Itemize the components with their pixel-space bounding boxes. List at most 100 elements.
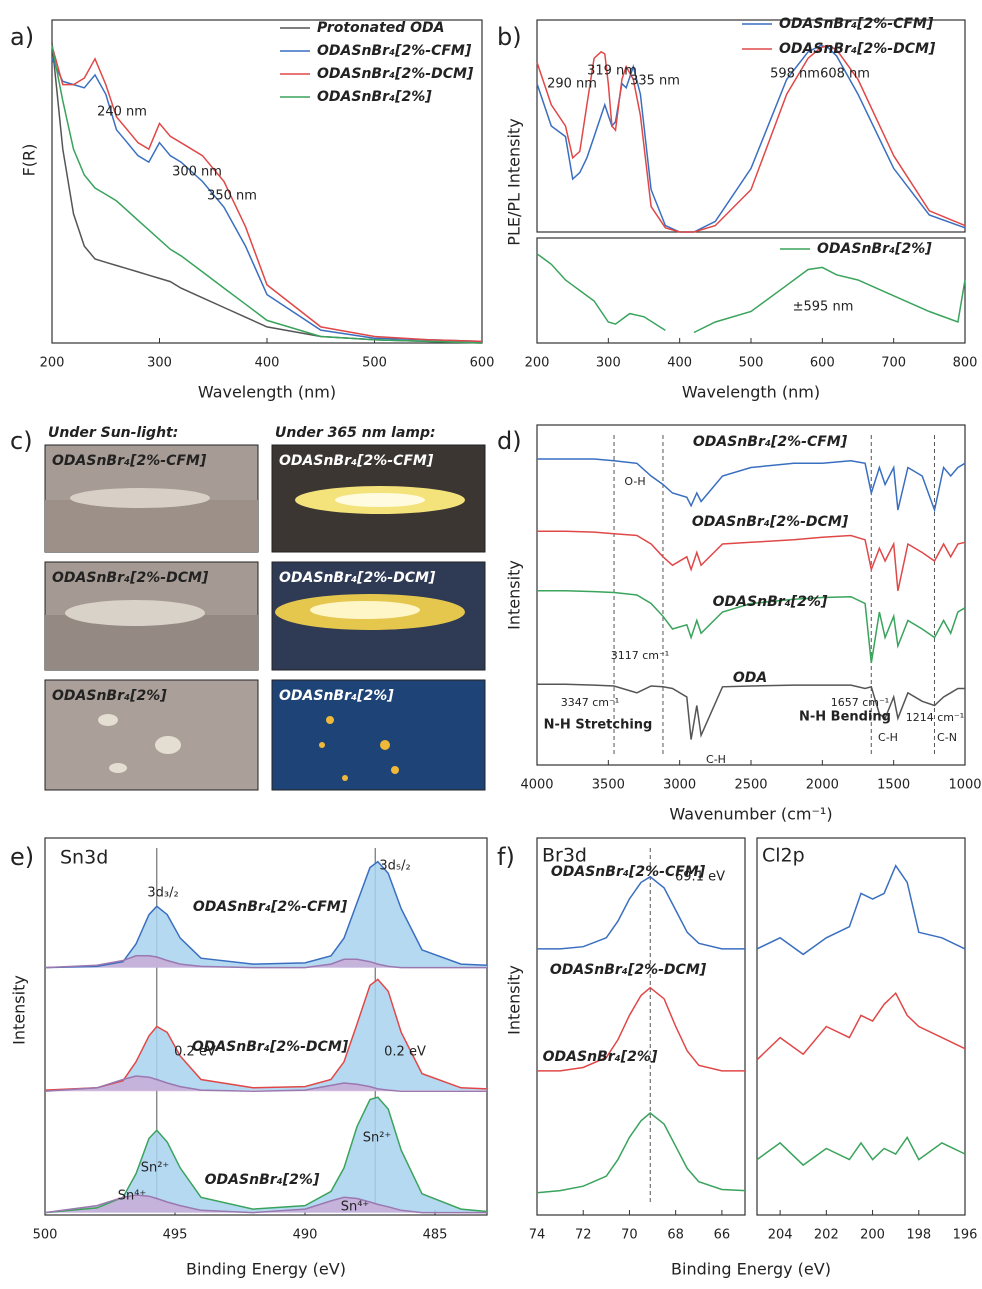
x-tick-label: 66 bbox=[714, 1228, 731, 1243]
x-tick-label: 500 bbox=[33, 1228, 58, 1243]
photo-header: Under Sun-light: bbox=[48, 425, 178, 441]
plot-frame bbox=[536, 837, 746, 1216]
annotation: O-H bbox=[624, 475, 645, 488]
x-tick-label: 600 bbox=[470, 356, 495, 371]
crystal bbox=[109, 763, 127, 773]
x-tick-label: 495 bbox=[163, 1228, 188, 1243]
photo-label: ODASnBr₄[2%-CFM] bbox=[52, 453, 207, 469]
x-tick-label: 490 bbox=[293, 1228, 318, 1243]
fit-area bbox=[45, 1097, 487, 1213]
plot-frame bbox=[536, 19, 966, 233]
x-tick-label: 300 bbox=[147, 356, 172, 371]
photo-label: ODASnBr₄[2%-CFM] bbox=[279, 453, 434, 469]
legend-label: ODASnBr₄[2%-CFM] bbox=[317, 43, 472, 59]
crystal bbox=[98, 714, 118, 726]
annotation: C-H bbox=[878, 731, 898, 744]
x-axis-label: Binding Energy (eV) bbox=[671, 1260, 831, 1279]
x-tick-label: 400 bbox=[255, 356, 280, 371]
powder bbox=[70, 488, 210, 508]
x-tick-label: 200 bbox=[860, 1228, 885, 1243]
x-tick-label: 700 bbox=[881, 356, 906, 371]
x-tick-label: 500 bbox=[362, 356, 387, 371]
photo-header: Under 365 nm lamp: bbox=[275, 425, 436, 441]
annotation: Sn⁴⁺ bbox=[341, 1200, 370, 1215]
series-line bbox=[44, 955, 487, 969]
series-line bbox=[537, 683, 965, 740]
annotation: N-H Stretching bbox=[544, 718, 653, 733]
y-axis-label: PLE/PL Intensity bbox=[505, 118, 524, 245]
annotation: 69.1 eV bbox=[675, 870, 725, 885]
panel-label: d) bbox=[497, 427, 522, 455]
photo-label: ODASnBr₄[2%-DCM] bbox=[279, 570, 436, 586]
fit-area bbox=[45, 955, 487, 968]
plot-frame bbox=[756, 837, 966, 1216]
legend-label: Protonated ODA bbox=[317, 20, 445, 36]
plot-title: Cl2p bbox=[762, 845, 805, 867]
legend-label: ODASnBr₄[2%-CFM] bbox=[779, 16, 934, 32]
annotation: 0.2 eV bbox=[174, 1045, 216, 1060]
panel-label: f) bbox=[497, 843, 515, 871]
x-tick-label: 400 bbox=[667, 356, 692, 371]
annotation: 598 nm bbox=[770, 67, 820, 82]
x-tick-label: 202 bbox=[814, 1228, 839, 1243]
plot-title: Br3d bbox=[542, 845, 587, 867]
x-tick-label: 196 bbox=[953, 1228, 978, 1243]
series-line bbox=[537, 986, 745, 1072]
annotation: 240 nm bbox=[97, 105, 147, 120]
series-line bbox=[537, 590, 966, 664]
series-line bbox=[44, 1194, 487, 1214]
annotation: 1657 cm⁻¹ bbox=[831, 696, 889, 709]
fit-area bbox=[45, 861, 487, 968]
annotation: Sn⁴⁺ bbox=[118, 1189, 147, 1204]
series-label: ODASnBr₄[2%-CFM] bbox=[551, 864, 706, 880]
panel-label: a) bbox=[10, 23, 34, 51]
series-line bbox=[44, 978, 488, 1091]
series-label: ODASnBr₄[2%-DCM] bbox=[550, 962, 707, 978]
x-tick-label: 4000 bbox=[520, 778, 553, 793]
legend-label: ODASnBr₄[2%-DCM] bbox=[317, 66, 474, 82]
legend-label: ODASnBr₄[2%-DCM] bbox=[779, 41, 936, 57]
x-tick-label: 3000 bbox=[663, 778, 696, 793]
x-tick-label: 600 bbox=[810, 356, 835, 371]
series-line bbox=[537, 875, 745, 950]
x-tick-label: 3500 bbox=[592, 778, 625, 793]
series-line bbox=[51, 45, 483, 344]
annotation: 0.2 eV bbox=[384, 1045, 426, 1060]
x-tick-label: 500 bbox=[739, 356, 764, 371]
series-line bbox=[537, 458, 966, 513]
series-line bbox=[51, 42, 483, 344]
legend-label: ODASnBr₄[2%] bbox=[817, 241, 932, 257]
x-tick-label: 300 bbox=[596, 356, 621, 371]
fit-area bbox=[45, 1195, 487, 1213]
crystal bbox=[155, 736, 181, 754]
fit-area bbox=[45, 979, 487, 1091]
annotation: C-H bbox=[706, 753, 726, 766]
x-axis-label: Wavenumber (cm⁻¹) bbox=[669, 805, 832, 824]
annotation: 608 nm bbox=[820, 67, 870, 82]
annotation: ±595 nm bbox=[793, 300, 854, 315]
x-tick-label: 68 bbox=[667, 1228, 684, 1243]
x-tick-label: 74 bbox=[529, 1228, 546, 1243]
series-line bbox=[756, 864, 966, 956]
x-tick-label: 800 bbox=[953, 356, 978, 371]
series-line bbox=[44, 1075, 487, 1093]
series-label: ODASnBr₄[2%-CFM] bbox=[193, 899, 348, 915]
annotation: 319 nm bbox=[587, 64, 637, 79]
annotation: 290 nm bbox=[547, 77, 597, 92]
y-axis-label: Intensity bbox=[505, 965, 524, 1035]
panel-label: c) bbox=[10, 427, 33, 455]
annotation: N-H Bending bbox=[799, 710, 891, 725]
series-line bbox=[536, 44, 966, 233]
photo bbox=[271, 679, 486, 791]
series-line bbox=[756, 1135, 966, 1167]
photo-label: ODASnBr₄[2%-DCM] bbox=[52, 570, 209, 586]
series-label: ODASnBr₄[2%-DCM] bbox=[692, 514, 849, 530]
y-axis-label: Intensity bbox=[505, 560, 524, 630]
series-line bbox=[536, 253, 966, 334]
annotation: 350 nm bbox=[207, 189, 257, 204]
annotation: Sn²⁺ bbox=[363, 1131, 392, 1146]
series-line bbox=[44, 1096, 488, 1214]
series-label: ODASnBr₄[2%] bbox=[543, 1049, 658, 1065]
y-axis-label: F(R) bbox=[20, 144, 39, 177]
